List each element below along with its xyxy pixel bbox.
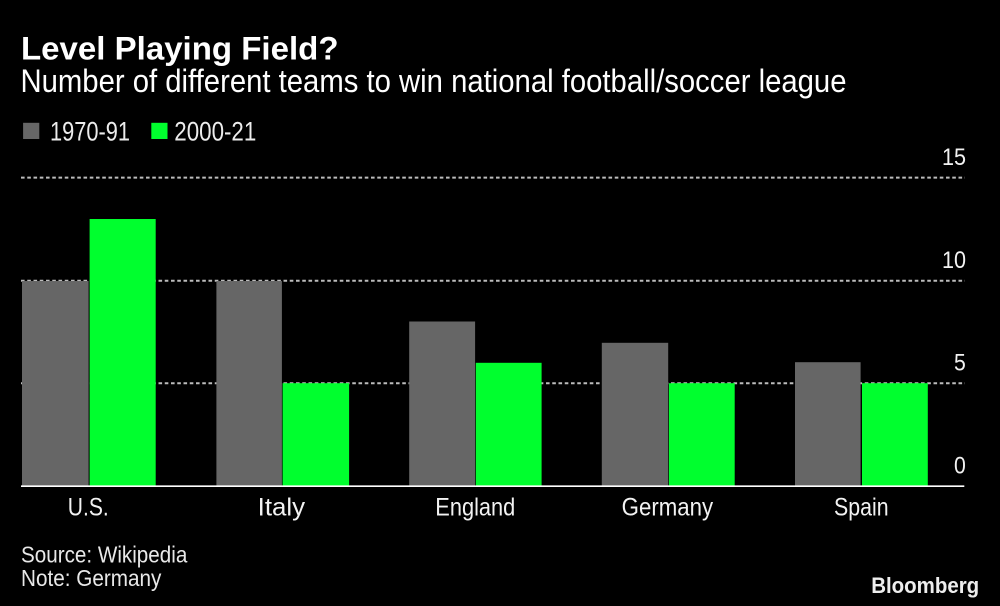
svg-text:Level Playing Field?: Level Playing Field?	[21, 31, 339, 67]
svg-text:Germany: Germany	[622, 495, 714, 522]
svg-text:Italy: Italy	[258, 495, 306, 522]
svg-text:Bloomberg: Bloomberg	[871, 573, 979, 598]
svg-text:U.S.: U.S.	[68, 495, 109, 522]
svg-text:5: 5	[954, 350, 966, 377]
svg-text:1970-91: 1970-91	[50, 117, 130, 147]
svg-text:England: England	[435, 495, 515, 522]
svg-text:Spain: Spain	[834, 495, 889, 522]
svg-text:Source: Wikipedia: Source: Wikipedia	[21, 541, 187, 567]
svg-text:Number of different teams to w: Number of different teams to win nationa…	[21, 63, 847, 99]
svg-text:10: 10	[942, 247, 966, 274]
svg-text:0: 0	[954, 453, 966, 480]
svg-text:15: 15	[942, 144, 966, 171]
svg-text:2000-21: 2000-21	[174, 117, 256, 147]
svg-text:Note: Germany: Note: Germany	[21, 565, 162, 591]
